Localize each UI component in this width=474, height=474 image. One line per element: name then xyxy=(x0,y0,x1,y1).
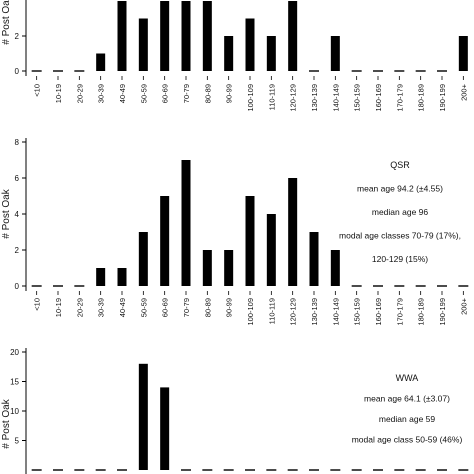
x-tick-label: 60-69 xyxy=(161,298,170,317)
bar-top-20 xyxy=(458,36,468,71)
y-tick-label: 10 xyxy=(10,407,19,416)
annotation-3: modal age class 50-59 (46%) xyxy=(352,435,463,445)
x-tick-label: 130-139 xyxy=(310,298,319,326)
annotation-2: median age 96 xyxy=(372,207,429,217)
bar-top-4 xyxy=(117,1,127,71)
panel-middle: 0 2 4 6 8 # Post Oak <10 10-19 20-29 30-39 40-49 50… xyxy=(1,138,469,326)
x-tick-label: 70-79 xyxy=(182,84,191,103)
x-tick-label: 90-99 xyxy=(225,298,234,317)
x-tick-label: 190-199 xyxy=(438,298,447,326)
x-tick-label: 80-89 xyxy=(203,298,212,317)
x-tick-label: 190-199 xyxy=(438,84,447,112)
y-tick-label: 0 xyxy=(15,282,20,291)
y-tick-label: 5 xyxy=(15,437,20,446)
bar-bottom-6 xyxy=(160,387,170,470)
annotation-0: WWA xyxy=(396,373,419,383)
bar-top-9 xyxy=(224,36,234,71)
x-tick-label: 90-99 xyxy=(225,84,234,103)
y-axis-label: # Post Oak xyxy=(1,188,12,238)
y-axis-label: # Post Oak xyxy=(1,398,12,448)
annotation-1: mean age 94.2 (±4.55) xyxy=(357,184,443,194)
x-tick-label: 180-189 xyxy=(417,84,426,112)
x-tick-label: 160-169 xyxy=(374,298,383,326)
x-tick-label: 20-29 xyxy=(75,84,84,103)
x-tick-label: 200+ xyxy=(459,297,468,315)
x-tick-label: 120-129 xyxy=(289,84,298,112)
annotation-1: mean age 64.1 (±3.07) xyxy=(364,394,450,404)
x-tick-label: 30-39 xyxy=(97,298,106,317)
bar-middle-4 xyxy=(117,268,127,286)
x-tick-label: 130-139 xyxy=(310,84,319,112)
bar-middle-14 xyxy=(330,250,340,286)
bar-top-11 xyxy=(266,36,276,71)
x-tick-label: 140-149 xyxy=(331,298,340,326)
bar-middle-5 xyxy=(138,232,148,286)
x-tick-label: 170-179 xyxy=(395,84,404,112)
x-tick-label: 180-189 xyxy=(417,298,426,326)
bar-top-14 xyxy=(330,36,340,71)
bar-middle-13 xyxy=(309,232,319,286)
bar-middle-6 xyxy=(160,196,170,286)
bar-top-7 xyxy=(181,1,191,71)
x-tick-label: 160-169 xyxy=(374,84,383,112)
bar-top-6 xyxy=(160,1,170,71)
bar-top-3 xyxy=(96,53,106,71)
y-tick-label: 2 xyxy=(15,32,20,41)
annotation-0: QSR xyxy=(390,160,410,170)
x-tick-label: 20-29 xyxy=(75,298,84,317)
bar-middle-9 xyxy=(224,250,234,286)
x-tick-label: 10-19 xyxy=(54,298,63,317)
y-tick-label: 6 xyxy=(15,174,20,183)
x-tick-label: 40-49 xyxy=(118,298,127,317)
bar-middle-8 xyxy=(202,250,212,286)
bar-middle-12 xyxy=(288,178,298,286)
x-tick-label: 200+ xyxy=(459,83,468,101)
y-tick-label: 4 xyxy=(15,210,20,219)
x-tick-label: 50-59 xyxy=(139,84,148,103)
y-axis-label: # Post Oak xyxy=(1,0,12,45)
bar-top-10 xyxy=(245,18,255,71)
y-tick-label: 20 xyxy=(10,348,19,357)
x-tick-label: 100-109 xyxy=(246,84,255,112)
x-tick-label: 50-59 xyxy=(139,298,148,317)
annotation-3: modal age classes 70-79 (17%), xyxy=(339,231,461,241)
x-tick-label: 80-89 xyxy=(203,84,212,103)
x-tick-label: 110-119 xyxy=(267,298,276,324)
x-tick-label: 40-49 xyxy=(118,84,127,103)
y-tick-label: 2 xyxy=(15,246,20,255)
y-tick-label: 15 xyxy=(10,378,19,387)
x-tick-label: 150-159 xyxy=(353,84,362,112)
x-tick-label: 10-19 xyxy=(54,84,63,103)
bar-middle-3 xyxy=(96,268,106,286)
y-tick-label: 8 xyxy=(15,138,20,147)
x-tick-label: 30-39 xyxy=(97,84,106,103)
bar-middle-11 xyxy=(266,214,276,286)
panel-top: 0 2# Post Oak <10 10-19 20-29 30-39 40-49 50-59… xyxy=(1,0,468,112)
bar-middle-10 xyxy=(245,196,255,286)
bar-top-8 xyxy=(202,1,212,71)
bar-top-5 xyxy=(138,18,148,71)
x-tick-label: 110-119 xyxy=(267,84,276,110)
y-tick-label: 0 xyxy=(15,67,20,76)
x-tick-label: 150-159 xyxy=(353,298,362,326)
x-tick-label: 60-69 xyxy=(161,84,170,103)
x-tick-label: 70-79 xyxy=(182,298,191,317)
x-tick-label: 140-149 xyxy=(331,84,340,112)
annotation-2: median age 59 xyxy=(379,414,436,424)
bar-top-12 xyxy=(288,1,298,71)
x-tick-label: 100-109 xyxy=(246,298,255,326)
panel-bottom: 5 10 15 20 # Post Oak WWA mean age 64.1 (±3.07… xyxy=(1,348,469,474)
x-tick-label: 170-179 xyxy=(395,298,404,326)
annotation-4: 120-129 (15%) xyxy=(372,254,428,264)
bar-bottom-5 xyxy=(138,363,148,470)
x-tick-label: <10 xyxy=(33,298,42,311)
x-tick-label: <10 xyxy=(33,84,42,97)
x-tick-label: 120-129 xyxy=(289,298,298,326)
bar-middle-7 xyxy=(181,160,191,286)
